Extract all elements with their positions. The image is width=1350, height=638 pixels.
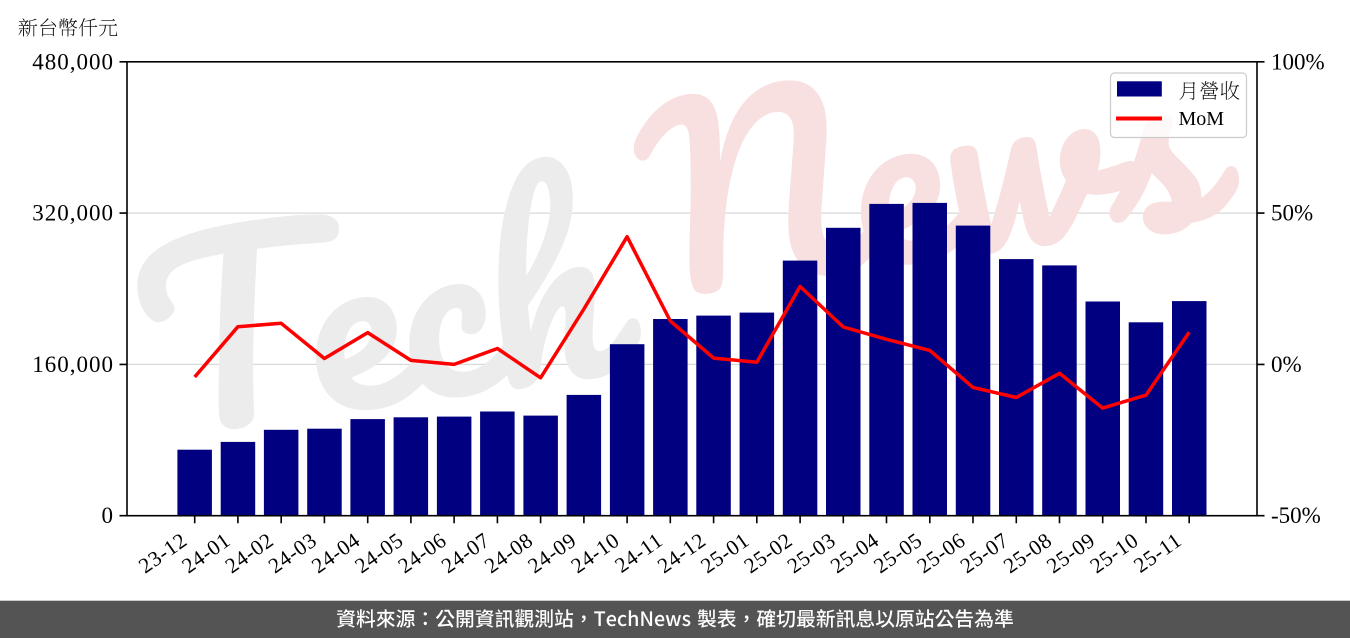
svg-text:0: 0: [102, 503, 115, 528]
svg-text:0%: 0%: [1271, 352, 1302, 377]
svg-text:160,000: 160,000: [32, 352, 114, 377]
svg-text:320,000: 320,000: [32, 201, 114, 226]
svg-text:480,000: 480,000: [32, 49, 114, 74]
svg-text:-50%: -50%: [1271, 503, 1321, 528]
svg-text:100%: 100%: [1271, 49, 1325, 74]
svg-text:MoM: MoM: [1179, 108, 1225, 130]
svg-text:50%: 50%: [1271, 201, 1313, 226]
